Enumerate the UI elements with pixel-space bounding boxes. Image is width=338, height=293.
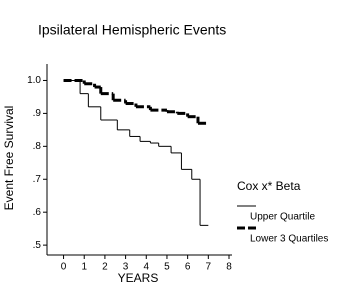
x-tick-label: 0 (61, 262, 67, 273)
x-tick-label: 8 (226, 262, 232, 273)
y-tick-label: .5 (33, 240, 42, 251)
legend-label: Lower 3 Quartiles (250, 234, 328, 245)
y-tick-label: .7 (33, 174, 42, 185)
x-tick-label: 1 (81, 262, 87, 273)
x-axis-label: YEARS (118, 271, 159, 285)
x-tick-label: 5 (164, 262, 170, 273)
y-axis-label: Event Free Survival (2, 106, 16, 211)
chart-title: Ipsilateral Hemispheric Events (38, 22, 226, 38)
x-tick-label: 3 (123, 262, 129, 273)
x-tick-label: 2 (102, 262, 108, 273)
x-tick-label: 4 (143, 262, 149, 273)
x-tick-label: 7 (206, 262, 212, 273)
y-tick-label: .9 (33, 108, 42, 119)
y-tick-label: .8 (33, 141, 42, 152)
x-tick-label: 6 (185, 262, 191, 273)
y-tick-label: .6 (33, 207, 42, 218)
legend-label: Upper Quartile (250, 212, 315, 223)
legend-title: Cox x* Beta (237, 179, 301, 193)
y-tick-label: 1.0 (27, 75, 41, 86)
